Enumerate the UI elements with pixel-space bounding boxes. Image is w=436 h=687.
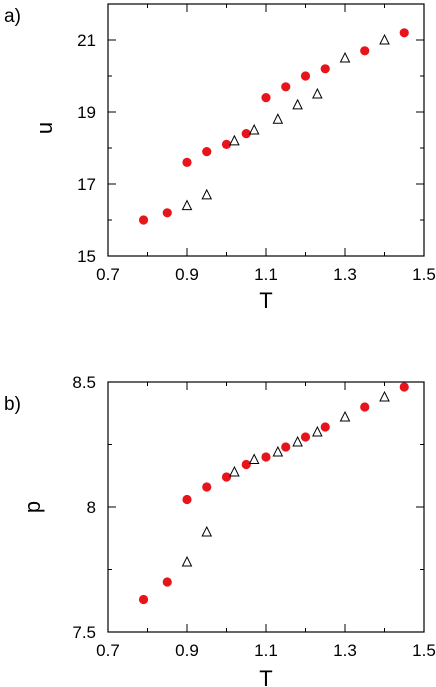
data-point-circle (300, 432, 311, 442)
data-point-circle (202, 147, 212, 157)
y-axis-label: u (32, 122, 57, 134)
data-point-circle (261, 93, 271, 103)
data-point-circle (182, 494, 192, 505)
data-point-triangle (339, 51, 351, 63)
data-point-circle (281, 442, 291, 452)
data-point-circle (320, 64, 330, 74)
data-point-circle (162, 577, 172, 587)
panel-label: b) (4, 394, 21, 415)
data-point-triangle (379, 33, 390, 45)
data-point-triangle (229, 134, 240, 146)
y-tick-label: 7.5 (72, 623, 96, 642)
x-tick-label: 0.7 (96, 265, 120, 284)
x-tick-label: 1.1 (254, 641, 278, 660)
data-point-triangle (312, 425, 323, 437)
data-point-circle (320, 422, 330, 432)
data-point-circle (182, 157, 192, 167)
data-point-triangle (248, 453, 260, 465)
y-axis-label: p (20, 501, 45, 513)
data-point-circle (241, 459, 251, 470)
x-tick-label: 0.7 (96, 641, 120, 660)
plot-frame (107, 381, 425, 633)
data-point-circle (221, 139, 232, 149)
data-point-triangle (248, 123, 260, 135)
y-tick-label: 17 (77, 175, 96, 194)
data-point-triangle (229, 465, 240, 477)
data-point-circle (202, 482, 212, 492)
data-point-triangle (292, 98, 303, 110)
data-point-circle (241, 129, 251, 139)
data-point-triangle (312, 87, 323, 99)
data-point-circle (261, 452, 271, 462)
plot-frame (107, 3, 425, 257)
data-point-circle (360, 46, 370, 56)
data-point-circle (300, 71, 311, 81)
y-tick-label: 19 (77, 103, 96, 122)
y-tick-label: 15 (77, 247, 96, 266)
x-tick-label: 1.1 (254, 265, 278, 284)
panel-label: a) (4, 6, 21, 27)
data-point-triangle (292, 435, 303, 447)
data-point-triangle (201, 188, 213, 200)
data-point-circle (399, 382, 409, 392)
data-point-circle (221, 472, 232, 482)
y-tick-label: 21 (77, 31, 96, 50)
x-tick-label: 0.9 (175, 265, 199, 284)
data-point-triangle (201, 525, 213, 537)
x-tick-label: 1.3 (333, 265, 357, 284)
data-point-triangle (181, 199, 193, 211)
data-point-triangle (181, 555, 193, 567)
y-tick-label: 8.5 (72, 373, 96, 392)
data-point-circle (162, 208, 172, 218)
panel-b: 0.7 0.9 1.1 1.3 1.5 7.5 8 8.5 Tp b) (4, 373, 436, 687)
panel-a: 0.7 0.9 1.1 1.3 1.5 15 17 19 21 Tu a) (4, 3, 436, 313)
x-tick-label: 1.3 (333, 641, 357, 660)
x-tick-label: 1.5 (412, 265, 436, 284)
data-point-circle (138, 594, 149, 605)
data-point-triangle (272, 113, 284, 124)
x-axis-label: T (259, 288, 272, 313)
data-point-circle (138, 215, 149, 225)
x-tick-label: 0.9 (175, 641, 199, 660)
data-point-circle (360, 402, 370, 412)
data-point-triangle (339, 410, 351, 422)
x-axis-label: T (259, 666, 272, 687)
data-point-triangle (272, 445, 284, 457)
x-tick-label: 1.5 (412, 641, 436, 660)
data-point-circle (399, 28, 409, 38)
data-point-triangle (379, 390, 390, 402)
y-tick-label: 8 (87, 498, 96, 517)
data-point-circle (281, 82, 291, 92)
